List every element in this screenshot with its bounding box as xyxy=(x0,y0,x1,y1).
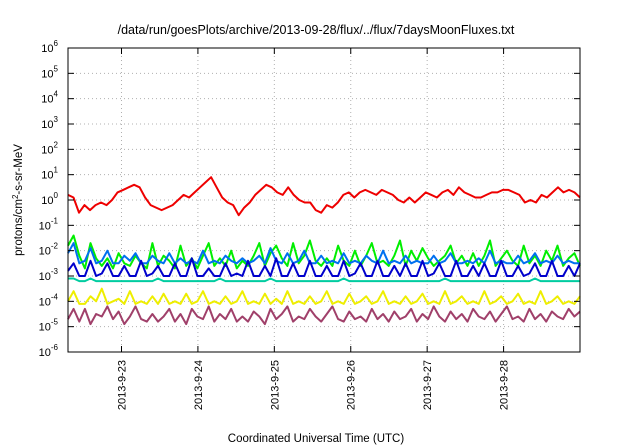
x-tick-label: 2013-9-26 xyxy=(346,360,358,410)
y-tick-label: 10-5 xyxy=(39,318,59,334)
series-lines xyxy=(67,176,581,326)
x-axis-ticks: 2013-9-23 2013-9-24 2013-9-25 2013-9-26 2013… xyxy=(116,48,511,410)
x-tick-label: 2013-9-28 xyxy=(499,360,511,410)
y-tick-label: 105 xyxy=(41,64,58,80)
series-line-4 xyxy=(67,257,581,277)
series-line-1 xyxy=(67,176,581,217)
y-tick-label: 102 xyxy=(41,140,58,156)
grid xyxy=(68,48,580,352)
y-tick-label: 100 xyxy=(41,191,58,207)
x-tick-label: 2013-9-24 xyxy=(193,360,205,410)
x-tick-label: 2013-9-27 xyxy=(422,360,434,410)
y-tick-label: 10-4 xyxy=(39,292,59,308)
y-tick-label: 101 xyxy=(41,166,58,182)
x-tick-label: 2013-9-25 xyxy=(269,360,281,410)
x-axis-label: Coordinated Universal Time (UTC) xyxy=(228,433,405,445)
series-line-3 xyxy=(67,242,580,265)
chart-title: /data/run/goesPlots/archive/2013-09-28/f… xyxy=(118,23,515,37)
y-tick-label: 106 xyxy=(41,39,58,55)
y-tick-label: 10-2 xyxy=(39,242,59,258)
y-axis-ticks: 10-6 10-5 10-4 10-3 10-2 10-1 100 101 102 103 104 1… xyxy=(39,39,580,359)
x-tick-label: 2013-9-23 xyxy=(116,360,128,410)
series-line-6 xyxy=(67,287,581,305)
y-tick-label: 103 xyxy=(41,115,58,131)
y-tick-label: 10-3 xyxy=(39,267,59,283)
y-tick-label: 104 xyxy=(41,90,58,106)
series-line-5 xyxy=(68,277,580,283)
y-axis-label: protons/cm2-s-sr-MeV xyxy=(11,144,25,256)
y-tick-label: 10-1 xyxy=(39,216,59,232)
series-line-7 xyxy=(67,305,581,326)
y-tick-label: 10-6 xyxy=(39,343,59,359)
